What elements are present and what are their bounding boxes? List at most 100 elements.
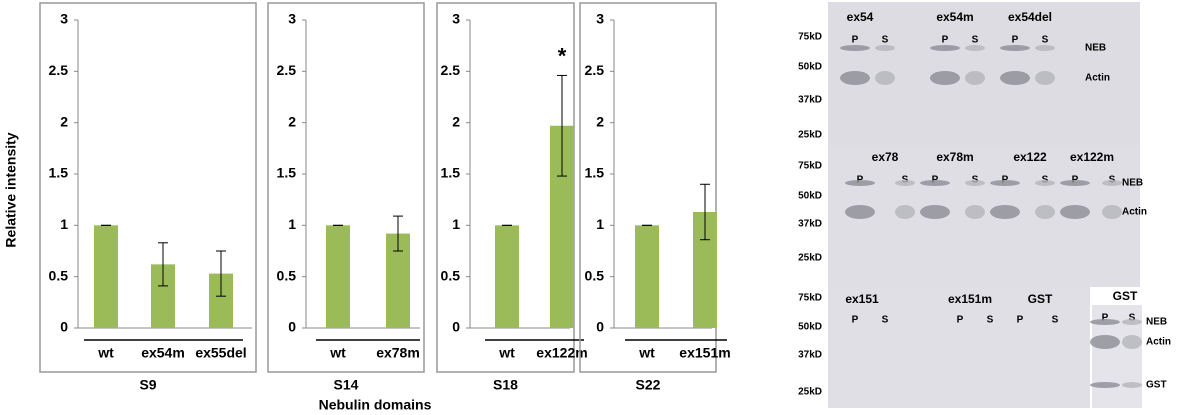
y-tick-label: 1.5 bbox=[49, 165, 69, 181]
x-tick-label: wt bbox=[329, 345, 346, 361]
error-bar bbox=[393, 215, 403, 252]
marker-label: 37kD bbox=[798, 95, 822, 106]
sample-label: ex78m bbox=[936, 150, 973, 164]
fraction-label: S bbox=[1052, 315, 1059, 326]
gel-band bbox=[965, 71, 985, 85]
gel-band bbox=[1035, 180, 1055, 186]
gel-band bbox=[845, 180, 875, 186]
gel-band bbox=[845, 205, 875, 219]
marker-label: 25kD bbox=[798, 130, 822, 141]
fraction-label: P bbox=[957, 315, 964, 326]
sample-label: GST bbox=[1028, 292, 1053, 306]
x-tick-label: wt bbox=[498, 345, 515, 361]
sample-label: ex54 bbox=[847, 10, 874, 24]
y-tick-label: 2 bbox=[60, 113, 68, 129]
fraction-label: S bbox=[882, 315, 889, 326]
marker-label: 50kD bbox=[798, 322, 822, 333]
gel-3 bbox=[828, 287, 1090, 408]
y-axis-label: Relative intensity bbox=[3, 132, 19, 247]
y-tick-label: 2.5 bbox=[441, 62, 461, 78]
bar bbox=[495, 225, 519, 328]
y-tick-label: 3 bbox=[288, 11, 296, 27]
fraction-label: S bbox=[882, 35, 889, 46]
x-tick-label: ex78m bbox=[376, 345, 420, 361]
sample-label: GST bbox=[1113, 289, 1138, 303]
gel-band bbox=[1090, 319, 1120, 325]
gel-band bbox=[895, 205, 915, 219]
x-tick-label: wt bbox=[97, 345, 114, 361]
fraction-label: P bbox=[852, 35, 859, 46]
y-tick-label: 2.5 bbox=[585, 62, 605, 78]
y-tick-label: 0 bbox=[60, 319, 68, 335]
panel-frame bbox=[579, 2, 717, 373]
gel-band bbox=[930, 45, 960, 51]
gel-band bbox=[1102, 205, 1122, 219]
gel-band bbox=[965, 205, 985, 219]
gel-2 bbox=[828, 145, 1140, 287]
sample-label: ex54del bbox=[1008, 10, 1052, 24]
marker-label: 75kD bbox=[798, 32, 822, 43]
y-tick-label: 1.5 bbox=[441, 165, 461, 181]
sample-label: ex151m bbox=[948, 292, 992, 306]
y-tick-label: 2 bbox=[596, 113, 604, 129]
fraction-label: S bbox=[972, 35, 979, 46]
bar bbox=[635, 225, 659, 328]
band-label: NEB bbox=[1122, 178, 1143, 189]
gel-band bbox=[840, 45, 870, 51]
fraction-label: P bbox=[1102, 313, 1109, 324]
y-tick-label: 2 bbox=[288, 113, 296, 129]
annotation: * bbox=[558, 43, 567, 68]
band-label: Actin bbox=[1085, 73, 1110, 84]
gel-band bbox=[965, 45, 985, 51]
gel-band bbox=[1000, 45, 1030, 51]
gel-band bbox=[1060, 180, 1090, 186]
y-tick-label: 3 bbox=[60, 11, 68, 27]
fraction-label: S bbox=[1129, 313, 1136, 324]
y-tick-label: 2 bbox=[452, 113, 460, 129]
sample-label: ex122m bbox=[1070, 150, 1114, 164]
gel-band bbox=[840, 71, 870, 85]
y-tick-label: 3 bbox=[452, 11, 460, 27]
gel-band bbox=[920, 205, 950, 219]
panel-title: S9 bbox=[139, 377, 156, 393]
gel-band bbox=[1102, 180, 1122, 186]
error-bar bbox=[216, 250, 226, 297]
y-tick-label: 0 bbox=[288, 319, 296, 335]
band-label: Actin bbox=[1146, 337, 1171, 348]
fraction-label: P bbox=[1017, 315, 1024, 326]
band-label: NEB bbox=[1146, 317, 1167, 328]
marker-label: 25kD bbox=[798, 387, 822, 398]
fraction-label: P bbox=[942, 35, 949, 46]
x-tick-label: ex55del bbox=[195, 345, 246, 361]
sample-label: ex151 bbox=[845, 292, 879, 306]
gel-band bbox=[1035, 71, 1055, 85]
y-tick-label: 1 bbox=[452, 216, 460, 232]
fraction-label: P bbox=[852, 315, 859, 326]
fraction-label: S bbox=[987, 315, 994, 326]
gel-band bbox=[990, 180, 1020, 186]
y-tick-label: 1 bbox=[288, 216, 296, 232]
gel-band bbox=[1090, 335, 1120, 349]
x-tick-label: ex54m bbox=[141, 345, 185, 361]
gel-band bbox=[1060, 205, 1090, 219]
panel-title: S18 bbox=[493, 377, 518, 393]
sample-label: ex78 bbox=[872, 150, 899, 164]
marker-label: 25kD bbox=[798, 253, 822, 264]
gel-band bbox=[930, 71, 960, 85]
y-tick-label: 0 bbox=[452, 319, 460, 335]
gel-band bbox=[1122, 319, 1142, 325]
y-tick-label: 1 bbox=[596, 216, 604, 232]
marker-label: 50kD bbox=[798, 62, 822, 73]
gel-band bbox=[965, 180, 985, 186]
panel-frame bbox=[39, 2, 257, 373]
band-label: GST bbox=[1146, 380, 1167, 391]
gel-band bbox=[990, 205, 1020, 219]
gel-band bbox=[1122, 382, 1142, 388]
y-tick-label: 1.5 bbox=[585, 165, 605, 181]
panel-frame bbox=[267, 2, 425, 373]
x-tick-label: wt bbox=[638, 345, 655, 361]
gel-band bbox=[920, 180, 950, 186]
gel-band bbox=[1122, 335, 1142, 349]
